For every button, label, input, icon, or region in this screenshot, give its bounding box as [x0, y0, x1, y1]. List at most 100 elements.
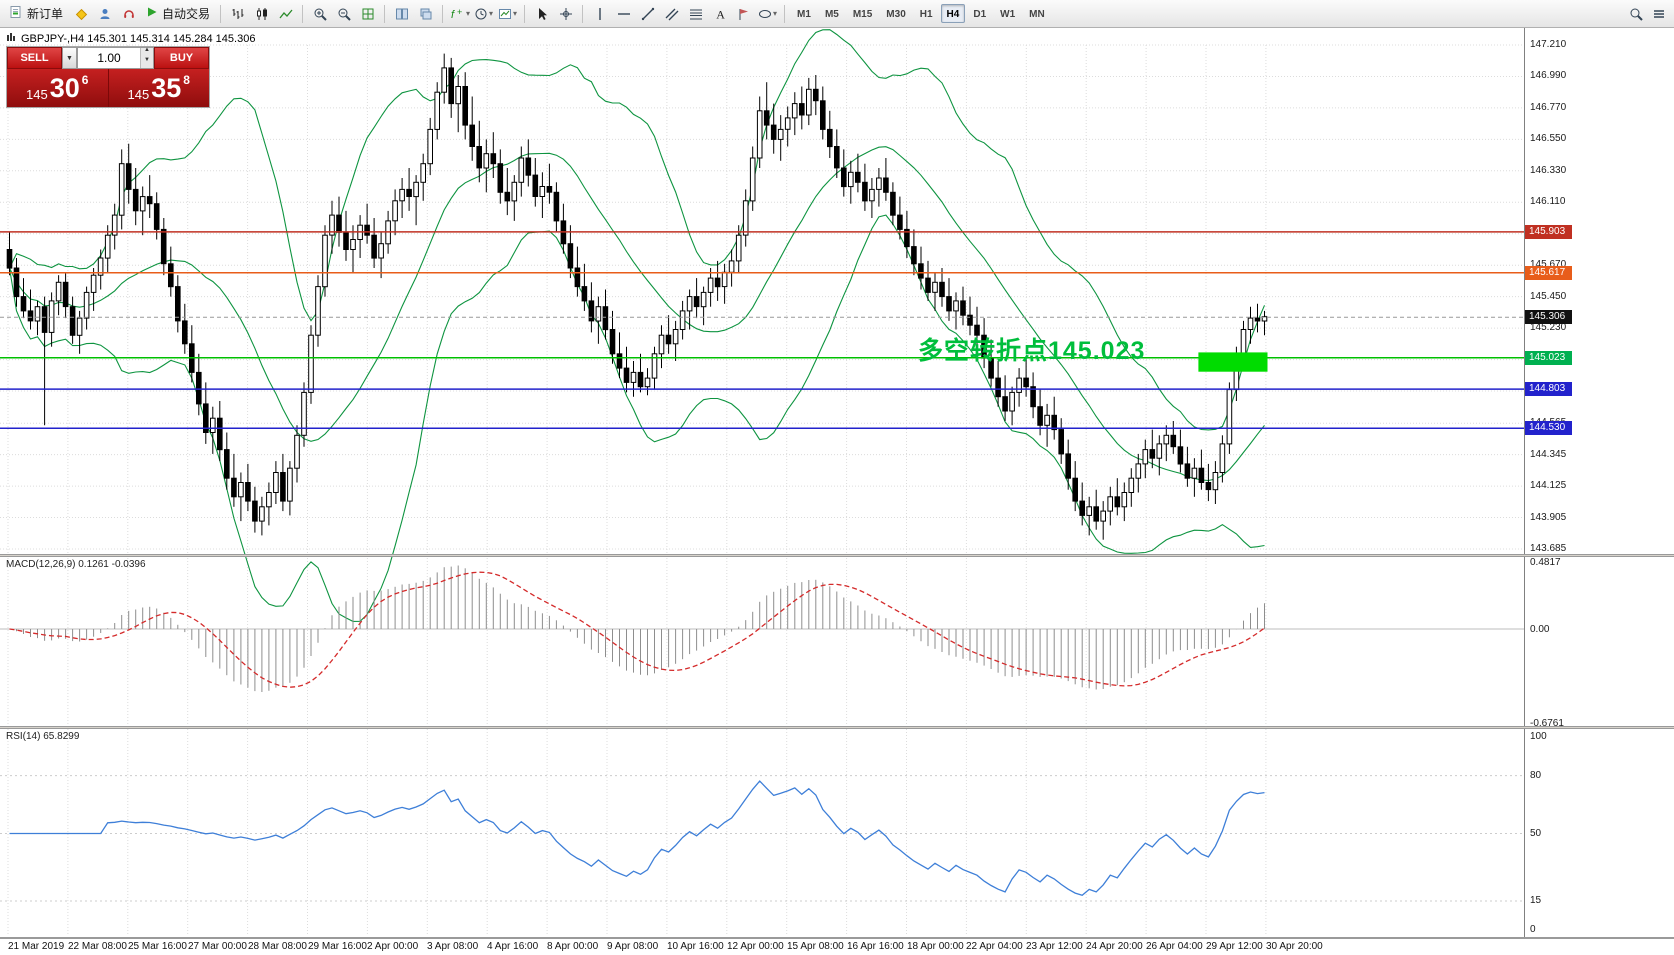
time-axis-label: 21 Mar 2019 [8, 941, 65, 952]
toolbar-separator [524, 4, 526, 23]
buy-price-big: 35 [151, 73, 182, 103]
bar-chart-button[interactable] [226, 2, 249, 25]
tile-windows-icon [395, 7, 409, 21]
chart-area[interactable] [0, 28, 1524, 939]
cascade-windows-button[interactable] [414, 2, 437, 25]
time-axis-label: 27 Mar 00:00 [188, 941, 247, 952]
sell-button[interactable]: SELL [7, 47, 62, 69]
price-axis-label: 144.125 [1530, 480, 1567, 491]
dropdown-arrow-icon: ▾ [466, 9, 471, 18]
timeframe-group: M1 M5 M15 M30 H1 H4 D1 W1 MN [790, 4, 1052, 23]
timeframe-w1-button[interactable]: W1 [1000, 9, 1016, 20]
price-axis[interactable]: 147.210 146.990 146.770 146.550 146.330 146.1… [1524, 28, 1674, 939]
volume-input[interactable] [78, 48, 140, 68]
order-type-dropdown[interactable]: ▼ [62, 47, 77, 69]
rsi-panel-label: RSI(14) 65.8299 [6, 731, 80, 742]
zoom-out-icon [337, 7, 351, 21]
timeframe-d1-button[interactable]: D1 [973, 9, 987, 20]
vertical-line-button[interactable] [588, 2, 611, 25]
time-axis-label: 28 Mar 08:00 [248, 941, 307, 952]
rsi-axis-label: 50 [1530, 828, 1542, 839]
time-axis-label: 30 Apr 20:00 [1266, 941, 1323, 952]
time-axis-label: 10 Apr 16:00 [667, 941, 724, 952]
svg-text:+: + [457, 7, 462, 17]
price-axis-label: 146.330 [1530, 165, 1567, 176]
shapes-button[interactable]: ▾ [756, 2, 779, 25]
panel-splitter[interactable] [0, 554, 1674, 557]
volume-stepper[interactable]: ▲ ▼ [140, 47, 153, 68]
timeframe-h1-button[interactable]: H1 [919, 9, 933, 20]
menu-icon [1652, 7, 1666, 21]
time-axis-label: 18 Apr 00:00 [907, 941, 964, 952]
zoom-out-button[interactable] [332, 2, 355, 25]
cursor-button[interactable] [530, 2, 553, 25]
timeframe-mn-button[interactable]: MN [1029, 9, 1045, 20]
grid-button[interactable] [356, 2, 379, 25]
channel-button[interactable] [660, 2, 683, 25]
text-button[interactable]: A [708, 2, 731, 25]
price-axis-label: 145.670 [1530, 259, 1567, 270]
price-axis-badge: 144.803 [1525, 382, 1572, 396]
toolbar-separator [302, 4, 304, 23]
horizontal-line-button[interactable] [612, 2, 635, 25]
candlestick-icon [255, 7, 269, 21]
fibonacci-button[interactable] [684, 2, 707, 25]
line-chart-icon [279, 7, 293, 21]
buy-price-display[interactable]: 145 35 8 [108, 69, 209, 107]
search-button[interactable] [1624, 2, 1647, 25]
time-axis-label: 4 Apr 16:00 [487, 941, 539, 952]
chart-canvas [0, 29, 1524, 936]
timeframe-m1-button[interactable]: M1 [797, 9, 811, 20]
candlestick-button[interactable] [250, 2, 273, 25]
rsi-axis-label: 100 [1530, 731, 1547, 742]
search-icon [1629, 7, 1643, 21]
menu-button[interactable] [1647, 2, 1670, 25]
zoom-in-button[interactable] [308, 2, 331, 25]
tile-windows-button[interactable] [390, 2, 413, 25]
timeframe-m15-button[interactable]: M15 [852, 9, 873, 20]
profiles-icon [74, 7, 88, 21]
crosshair-icon [559, 7, 573, 21]
cascade-windows-icon [419, 7, 433, 21]
timeframe-h4-button[interactable]: H4 [940, 4, 966, 23]
timeframe-m5-button[interactable]: M5 [824, 9, 839, 20]
autotrade-button[interactable]: 自动交易 [141, 2, 215, 25]
time-axis-label: 25 Mar 16:00 [128, 941, 187, 952]
crosshair-button[interactable] [554, 2, 577, 25]
time-axis-label: 23 Apr 12:00 [1026, 941, 1083, 952]
stepper-down-icon[interactable]: ▼ [144, 57, 150, 63]
time-axis[interactable]: 21 Mar 2019 22 Mar 08:00 25 Mar 16:00 27 Ma… [0, 939, 1674, 955]
stepper-up-icon[interactable]: ▲ [144, 47, 150, 53]
rsi-axis-label: 15 [1530, 895, 1542, 906]
periods-button[interactable]: ▾ [472, 2, 495, 25]
chart-title-text: GBPJPY-,H4 145.301 145.314 145.284 145.3… [21, 32, 256, 45]
time-axis-label: 12 Apr 00:00 [727, 941, 784, 952]
line-chart-button[interactable] [274, 2, 297, 25]
macd-axis-label: -0.6761 [1530, 718, 1564, 729]
accounts-button[interactable] [93, 2, 116, 25]
dropdown-arrow-icon: ▾ [773, 9, 778, 18]
template-icon [498, 7, 512, 21]
price-axis-label: 146.770 [1530, 102, 1567, 113]
dropdown-arrow-icon: ▾ [513, 9, 518, 18]
buy-price-sup: 8 [183, 73, 190, 87]
sell-price-display[interactable]: 145 30 6 [7, 69, 108, 107]
time-axis-label: 26 Apr 04:00 [1146, 941, 1203, 952]
indicators-button[interactable]: f + ▾ [448, 2, 471, 25]
new-order-button[interactable]: 新订单 [4, 2, 68, 25]
price-axis-badge: 145.903 [1525, 225, 1572, 239]
clock-icon [474, 7, 488, 21]
support-button[interactable] [117, 2, 140, 25]
panel-splitter[interactable] [0, 726, 1674, 729]
label-button[interactable] [732, 2, 755, 25]
timeframe-m30-button[interactable]: M30 [886, 9, 906, 20]
price-axis-badge: 144.530 [1525, 421, 1572, 435]
time-axis-label: 22 Apr 04:00 [966, 941, 1023, 952]
flag-icon [737, 7, 751, 21]
buy-button[interactable]: BUY [154, 47, 209, 69]
svg-text:A: A [716, 7, 725, 21]
templates-button[interactable]: ▾ [496, 2, 519, 25]
trendline-button[interactable] [636, 2, 659, 25]
profiles-button[interactable] [69, 2, 92, 25]
toolbar-separator [220, 4, 222, 23]
